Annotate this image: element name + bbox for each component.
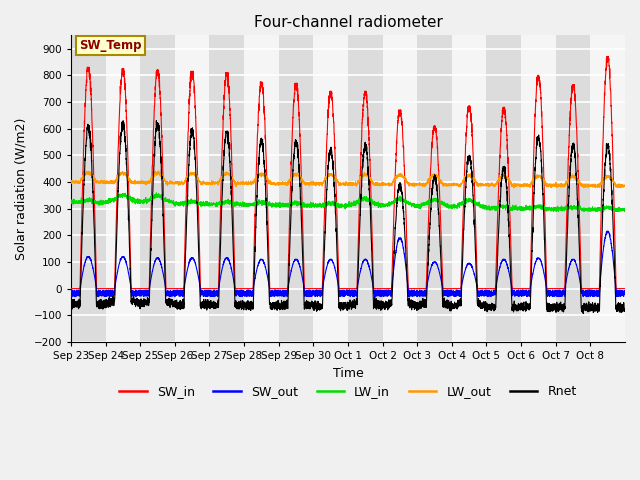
Y-axis label: Solar radiation (W/m2): Solar radiation (W/m2) [15, 118, 28, 260]
Bar [590, 36, 625, 342]
Bar [175, 36, 209, 342]
Bar [417, 36, 452, 342]
Bar [106, 36, 140, 342]
Bar [486, 36, 521, 342]
Text: SW_Temp: SW_Temp [79, 39, 142, 52]
Legend: SW_in, SW_out, LW_in, LW_out, Rnet: SW_in, SW_out, LW_in, LW_out, Rnet [114, 380, 582, 403]
Bar [279, 36, 314, 342]
X-axis label: Time: Time [333, 367, 364, 380]
Bar [71, 36, 106, 342]
Bar [314, 36, 348, 342]
Bar [244, 36, 279, 342]
Bar [348, 36, 383, 342]
Title: Four-channel radiometer: Four-channel radiometer [253, 15, 442, 30]
Bar [521, 36, 556, 342]
Bar [383, 36, 417, 342]
Bar [452, 36, 486, 342]
Bar [556, 36, 590, 342]
Bar [140, 36, 175, 342]
Bar [209, 36, 244, 342]
